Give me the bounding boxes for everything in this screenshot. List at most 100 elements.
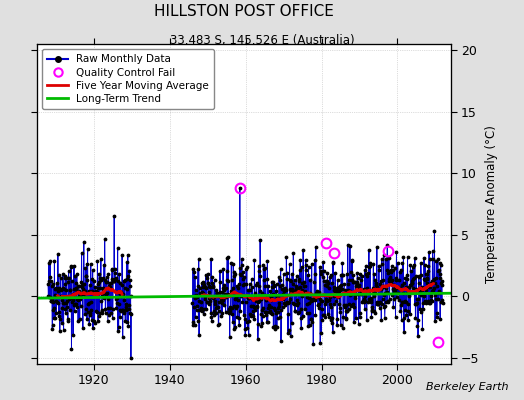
Point <box>282 287 290 293</box>
Point <box>202 306 210 312</box>
Point <box>419 292 427 299</box>
Point <box>100 295 108 302</box>
Point <box>433 314 441 320</box>
Point <box>333 316 342 322</box>
Point <box>347 291 355 297</box>
Point <box>45 294 53 301</box>
Point <box>287 333 295 340</box>
Point <box>115 301 123 308</box>
Point <box>83 246 92 252</box>
Point <box>64 268 73 274</box>
Point <box>392 249 401 255</box>
Point <box>245 318 254 324</box>
Point <box>348 257 356 263</box>
Point <box>205 289 214 295</box>
Point <box>300 278 308 285</box>
Point <box>76 296 84 302</box>
Point <box>89 290 97 296</box>
Point <box>189 318 197 325</box>
Point <box>389 266 397 273</box>
Point <box>233 282 241 289</box>
Point <box>386 274 395 280</box>
Point <box>121 277 129 284</box>
Point <box>188 300 196 307</box>
Point <box>323 283 331 289</box>
Point <box>329 287 337 293</box>
Point <box>336 322 345 328</box>
Point <box>369 285 377 292</box>
Point <box>204 280 212 286</box>
Point <box>304 263 313 270</box>
Point <box>432 258 441 264</box>
Point <box>292 286 301 292</box>
Point <box>213 290 221 296</box>
Point <box>259 313 267 320</box>
Point <box>289 300 297 306</box>
Point <box>367 297 375 304</box>
Point <box>53 251 62 258</box>
Point <box>391 288 399 294</box>
Point <box>68 299 77 306</box>
Point <box>60 286 68 292</box>
Point <box>439 299 447 306</box>
Point <box>206 284 215 290</box>
Point <box>112 296 120 302</box>
Point <box>350 319 358 325</box>
Point <box>212 287 220 294</box>
Point <box>327 317 335 323</box>
Point <box>252 282 260 288</box>
Point <box>66 287 74 294</box>
Point <box>60 306 69 312</box>
Point <box>396 286 405 292</box>
Point <box>203 280 212 286</box>
Point <box>277 282 286 288</box>
Point <box>112 305 121 312</box>
Point <box>342 315 351 322</box>
Point <box>434 256 442 262</box>
Point <box>433 268 442 274</box>
Point <box>309 341 318 348</box>
Point <box>62 310 70 316</box>
Point <box>431 275 440 282</box>
Point <box>350 304 358 310</box>
Point <box>220 282 228 288</box>
Point <box>193 283 202 290</box>
Point <box>212 305 220 312</box>
Point <box>225 310 233 316</box>
Point <box>361 298 369 304</box>
Point <box>67 345 75 352</box>
Point <box>190 322 199 328</box>
Point <box>291 277 299 283</box>
Point <box>403 308 412 314</box>
Point <box>304 271 312 278</box>
Point <box>258 305 267 312</box>
Point <box>319 274 328 280</box>
Point <box>304 294 313 301</box>
Point <box>437 280 445 286</box>
Point <box>365 247 373 254</box>
Point <box>122 307 130 313</box>
Point <box>381 302 389 309</box>
Point <box>119 278 128 284</box>
Point <box>92 290 101 296</box>
Point <box>303 310 311 316</box>
Point <box>240 274 248 281</box>
Point <box>221 290 229 297</box>
Point <box>282 276 291 283</box>
Point <box>214 321 223 327</box>
Point <box>100 290 108 297</box>
Point <box>239 282 247 288</box>
Point <box>211 298 219 304</box>
Point <box>256 236 264 243</box>
Point <box>369 261 378 267</box>
Point <box>423 268 432 274</box>
Point <box>210 307 219 314</box>
Point <box>68 277 76 284</box>
Point <box>298 287 307 293</box>
Point <box>263 276 271 282</box>
Point <box>124 323 133 329</box>
Point <box>79 288 87 295</box>
Point <box>324 280 333 286</box>
Point <box>53 300 62 306</box>
Point <box>295 309 303 315</box>
